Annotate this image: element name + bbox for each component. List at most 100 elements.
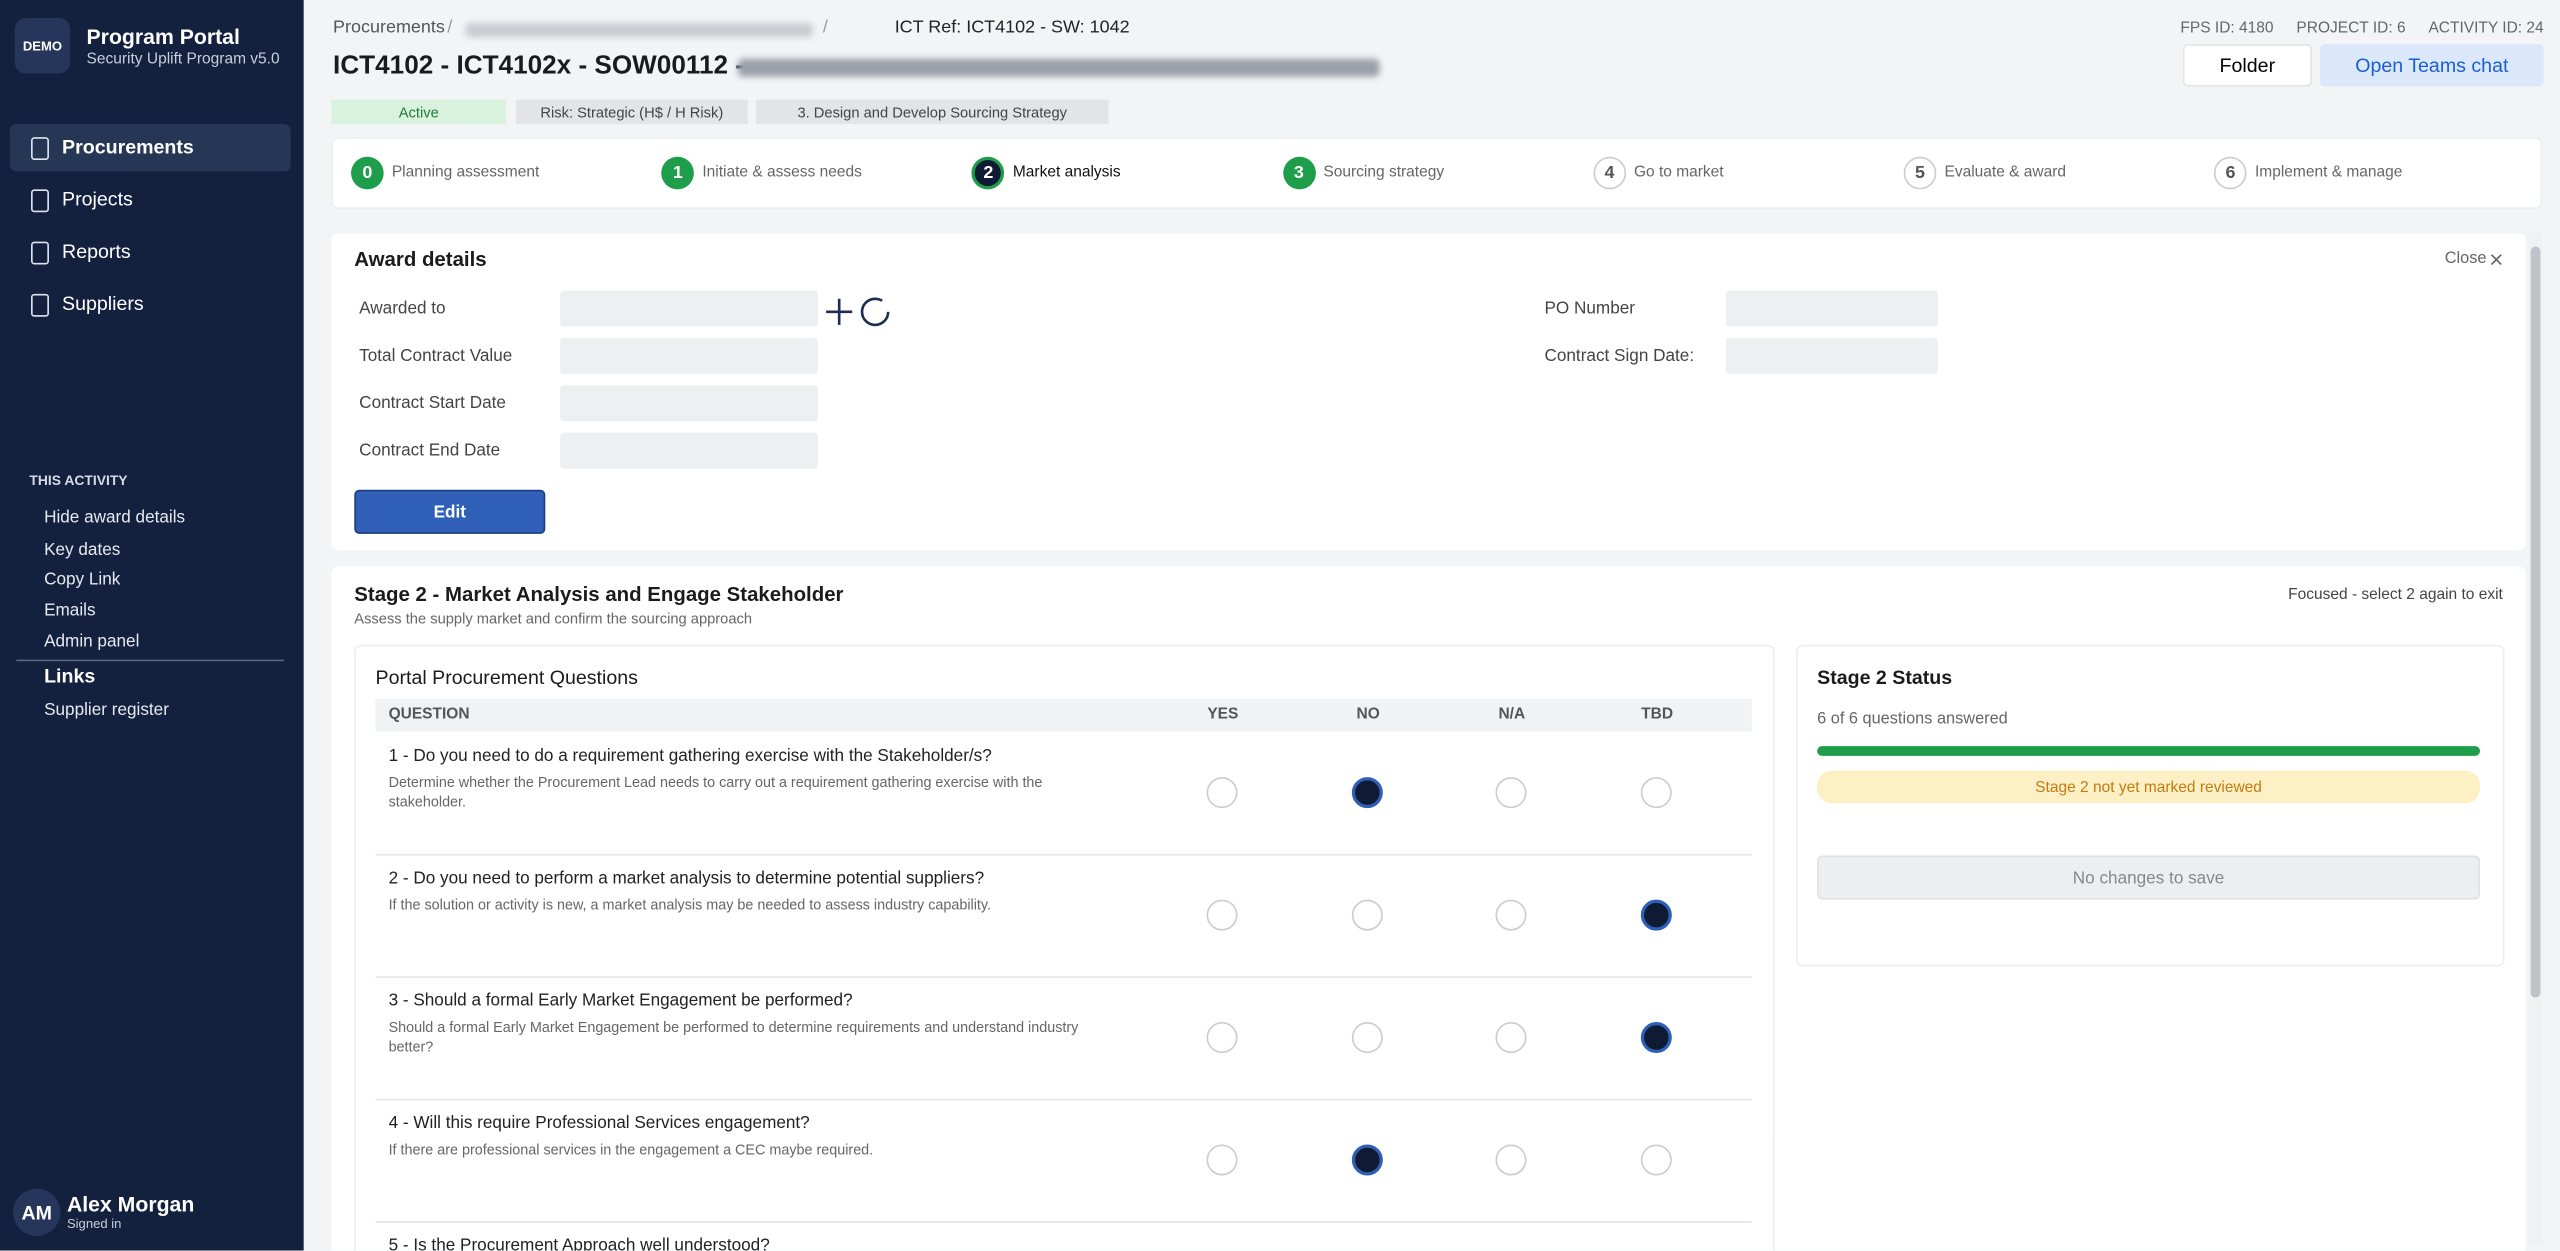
field-label: Total Contract Value	[359, 346, 513, 366]
stage-section: Stage 2 - Market Analysis and Engage Sta…	[331, 566, 2526, 1251]
answer-radio[interactable]	[1495, 899, 1527, 931]
status-progress: 6 of 6 questions answered	[1817, 710, 2008, 729]
activity-heading: THIS ACTIVITY	[29, 471, 128, 489]
stage-label[interactable]: Market analysis	[1012, 163, 1121, 182]
answer-radio[interactable]	[1495, 777, 1527, 809]
field-input[interactable]	[559, 290, 818, 327]
id-label: ACTIVITY ID: 24	[2428, 19, 2544, 38]
stage-label[interactable]: Sourcing strategy	[1323, 163, 1445, 182]
nav-item[interactable]: Projects	[10, 176, 291, 223]
stage-number[interactable]: 2	[972, 156, 1005, 190]
ids: FPS ID: 4180 PROJECT ID: 6 ACTIVITY ID: 24	[2180, 20, 2543, 38]
answer-radio[interactable]	[1640, 1022, 1672, 1054]
activity-link[interactable]: Admin panel	[44, 631, 140, 652]
award-title: Award details	[354, 248, 487, 272]
activity-link[interactable]: Copy Link	[44, 569, 121, 590]
nav-label[interactable]: Reports	[62, 239, 131, 263]
breadcrumb-separator: /	[447, 17, 453, 38]
column-header: TBD	[1641, 705, 1674, 724]
field-label: Awarded to	[359, 298, 446, 319]
activity-link[interactable]: Emails	[44, 600, 96, 621]
page-title: ICT4102 - ICT4102x - SOW00112 -	[333, 52, 744, 80]
question-text: 1 - Do you need to do a requirement gath…	[388, 746, 992, 766]
field-input[interactable]	[1725, 290, 1938, 327]
answer-radio[interactable]	[1351, 899, 1383, 931]
answer-radio[interactable]	[1640, 777, 1672, 809]
answer-radio[interactable]	[1640, 899, 1672, 931]
row-divider	[375, 1098, 1752, 1101]
breadcrumb-separator: /	[822, 17, 828, 38]
activity-link[interactable]: Key dates	[44, 540, 121, 560]
stage-label[interactable]: Implement & manage	[2254, 163, 2403, 182]
field-label: Contract Sign Date:	[1544, 346, 1695, 366]
question-description: If the solution or activity is new, a ma…	[388, 896, 992, 913]
status-title: Stage 2 Status	[1817, 666, 1953, 689]
answer-radio[interactable]	[1495, 1144, 1527, 1176]
activity-link[interactable]: Hide award details	[44, 507, 186, 528]
edit-button[interactable]: Edit	[354, 489, 546, 534]
answer-radio[interactable]	[1495, 1022, 1527, 1054]
field-label: Contract Start Date	[359, 393, 506, 414]
close-icon[interactable]	[2490, 253, 2503, 266]
nav-item[interactable]: Suppliers	[10, 281, 291, 328]
teams-button[interactable]: Open Teams chat	[2319, 44, 2544, 87]
stage-number[interactable]: 0	[351, 156, 384, 190]
folder-button[interactable]: Folder	[2182, 44, 2312, 87]
save-button[interactable]: No changes to save	[1817, 855, 2480, 900]
field-label: PO Number	[1544, 298, 1635, 319]
field-input[interactable]	[559, 432, 818, 469]
nav-label[interactable]: Projects	[62, 187, 133, 211]
stage-label[interactable]: Initiate & assess needs	[702, 163, 862, 182]
answer-radio[interactable]	[1206, 1144, 1238, 1176]
question-text: 5 - Is the Procurement Approach well und…	[388, 1235, 770, 1251]
nav-label[interactable]: Suppliers	[62, 292, 144, 316]
ict-ref: ICT Ref: ICT4102 - SW: 1042	[894, 17, 1130, 38]
breadcrumb-link[interactable]: Procurements	[333, 17, 445, 38]
answer-radio[interactable]	[1640, 1144, 1672, 1176]
status-tag: Active	[331, 99, 507, 125]
nav-icon	[31, 293, 49, 317]
nav-item[interactable]: Procurements	[9, 124, 291, 172]
redacted	[465, 22, 814, 38]
link[interactable]: Supplier register	[44, 700, 169, 720]
nav-label[interactable]: Procurements	[62, 135, 194, 159]
nav-item[interactable]: Reports	[10, 229, 291, 276]
field-input[interactable]	[559, 337, 818, 374]
table-header	[375, 698, 1752, 732]
stage-number[interactable]: 4	[1593, 156, 1626, 190]
answer-radio[interactable]	[1351, 1144, 1383, 1176]
answer-radio[interactable]	[1206, 899, 1238, 931]
risk-tag: Risk: Strategic (H$ / H Risk)	[515, 99, 748, 125]
nav-icon	[31, 137, 49, 160]
column-header: NO	[1356, 705, 1380, 724]
stage-number[interactable]: 5	[1903, 156, 1937, 190]
questions-title: Portal Procurement Questions	[375, 666, 638, 689]
stage-number[interactable]: 1	[661, 156, 695, 190]
field-input[interactable]	[559, 385, 818, 422]
section-subtitle: Assess the supply market and confirm the…	[354, 610, 753, 627]
column-header: N/A	[1498, 705, 1526, 724]
field-input[interactable]	[1725, 337, 1938, 374]
stage-number[interactable]: 3	[1282, 156, 1316, 190]
stage-tracker: 0 Planning assessment 1 Initiate & assess n…	[331, 137, 2543, 209]
phase-tag: 3. Design and Develop Sourcing Strategy	[755, 99, 1109, 125]
sidebar: DEMO Program Portal Security Uplift Prog…	[0, 0, 304, 1251]
avatar[interactable]: AM	[13, 1188, 61, 1236]
award-icons[interactable]	[824, 294, 893, 330]
app-title: Program Portal	[86, 24, 240, 49]
app-subtitle: Security Uplift Program v5.0	[86, 50, 280, 69]
answer-radio[interactable]	[1206, 777, 1238, 809]
progress-bar	[1817, 746, 2480, 756]
stage-label[interactable]: Go to market	[1633, 163, 1724, 182]
close-button[interactable]: Close	[2444, 249, 2487, 268]
question-description: Should a formal Early Market Engagement …	[388, 1018, 1079, 1054]
stage-label[interactable]: Planning assessment	[391, 163, 540, 182]
scrollbar[interactable]	[2528, 233, 2543, 1246]
answer-radio[interactable]	[1351, 777, 1383, 809]
answer-radio[interactable]	[1206, 1022, 1238, 1054]
answer-radio[interactable]	[1351, 1022, 1383, 1054]
stage-number[interactable]: 6	[2214, 156, 2247, 190]
stage-label[interactable]: Evaluate & award	[1944, 163, 2067, 182]
row-divider	[375, 976, 1752, 978]
